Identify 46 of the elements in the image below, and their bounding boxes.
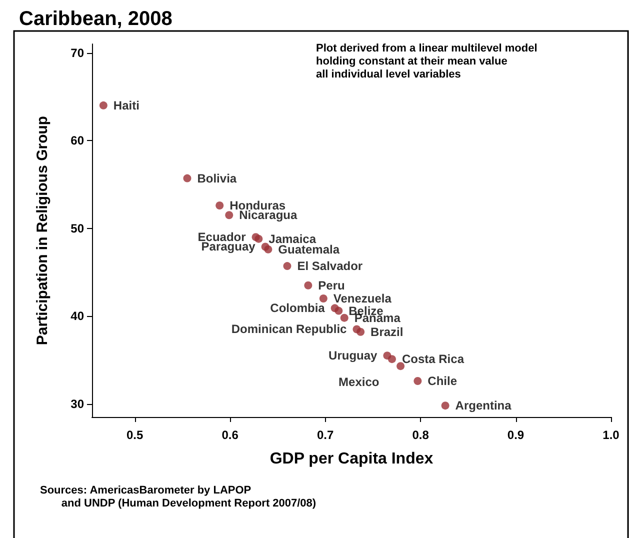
annotation: Brazil [370, 324, 404, 339]
point [396, 362, 405, 370]
point [356, 328, 365, 336]
x-tick-label: 0.9 [507, 428, 524, 442]
annotation: Chile [428, 374, 458, 388]
point [441, 402, 450, 410]
annotation: El Salvador [297, 259, 363, 274]
point [340, 314, 348, 322]
point [414, 377, 422, 386]
annotation: Argentina [455, 398, 512, 413]
source-note: Sources: AmericasBarometer by LAPOP and UNDP (Human Development Report 2007/08) [40, 484, 316, 510]
annotation: Nicaragua [239, 208, 298, 222]
point [283, 262, 292, 270]
point [334, 306, 343, 315]
y-tick-label: 60 [70, 134, 84, 148]
annotation: Mexico [338, 375, 380, 390]
y-tick-label: 30 [70, 396, 84, 411]
annotation: Uruguay [328, 348, 378, 363]
point [99, 101, 108, 110]
y-tick-label: 50 [70, 221, 84, 236]
point [304, 281, 312, 290]
annotation: Peru [318, 278, 345, 292]
x-tick-label: 0.8 [412, 428, 430, 442]
point [388, 355, 396, 364]
point [225, 211, 234, 220]
point [216, 201, 224, 210]
annotation: Haiti [113, 98, 140, 112]
y-tick-label: 40 [70, 309, 84, 324]
x-tick-label: 0.5 [126, 428, 144, 442]
point [319, 294, 328, 303]
x-tick-label: 1.0 [602, 428, 620, 442]
y-axis-title: Participation in Religious Group [34, 116, 51, 346]
chart-title: Caribbean, 2008 [19, 8, 172, 30]
point [254, 234, 263, 243]
point [264, 245, 272, 254]
x-tick-label: 0.7 [316, 428, 334, 442]
y-tick-label: 70 [70, 46, 84, 60]
annotation: Bolivia [197, 171, 237, 186]
point [183, 174, 192, 182]
x-tick-label: 0.6 [222, 428, 239, 442]
annotation: Costa Rica [402, 352, 464, 366]
annotation: Venezuela [333, 292, 392, 306]
annotation: Plot derived from a linear multilevel model holding constant at their mean value all individual level variables [316, 42, 538, 80]
annotation: Dominican Republic [231, 322, 348, 336]
x-axis-title: GDP per Capita Index [270, 450, 434, 468]
annotation: Colombia [270, 301, 326, 316]
